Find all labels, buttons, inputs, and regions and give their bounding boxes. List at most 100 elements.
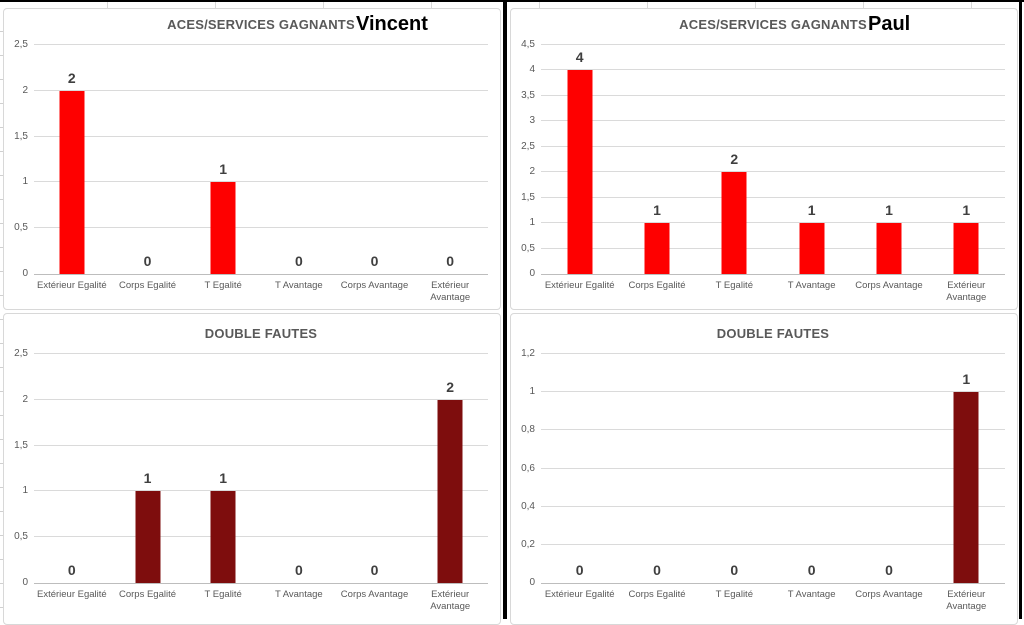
chart-title-text: DOUBLE FAUTES bbox=[716, 326, 830, 341]
bar bbox=[953, 223, 979, 274]
x-axis-category-label: T Egalité bbox=[185, 589, 261, 613]
bar bbox=[644, 223, 670, 274]
x-axis-category-text: T Egalité bbox=[715, 589, 753, 600]
x-axis-category-label: T Egalité bbox=[696, 280, 773, 304]
bar-slot: 0 bbox=[337, 354, 413, 583]
y-axis-tick-label: 2,5 bbox=[14, 39, 28, 50]
bar bbox=[135, 491, 160, 583]
x-axis-category-label: Extérieur Egalité bbox=[34, 589, 110, 613]
y-axis-tick-label: 1 bbox=[529, 217, 535, 229]
bar bbox=[210, 182, 236, 274]
bar-value-label: 0 bbox=[143, 253, 152, 269]
x-axis-category-label: T Avantage bbox=[773, 280, 850, 304]
gridline bbox=[541, 222, 1005, 224]
x-axis-category-text: Corps Egalité bbox=[118, 589, 177, 600]
y-axis-tick-label: 2 bbox=[22, 393, 28, 405]
x-axis-category-label: T Avantage bbox=[261, 280, 337, 304]
y-axis-tick-label: 0 bbox=[22, 577, 28, 588]
bar-value-label: 0 bbox=[730, 562, 739, 578]
gridline bbox=[541, 391, 1005, 393]
bar-slot: 1 bbox=[773, 45, 850, 274]
x-axis-category-text: Extérieur Egalité bbox=[36, 589, 107, 600]
gridline bbox=[541, 467, 1005, 469]
bar-slot: 0 bbox=[412, 45, 488, 274]
bar-value-label: 2 bbox=[730, 151, 739, 168]
y-axis-tick-label: 0,6 bbox=[521, 462, 535, 474]
y-axis-tick-label: 1,5 bbox=[14, 130, 28, 142]
bar-value-label: 0 bbox=[653, 562, 661, 578]
x-axis-category-text: T Egalité bbox=[715, 280, 753, 291]
bar-value-label: 2 bbox=[67, 69, 76, 86]
y-axis-tick-label: 3,5 bbox=[521, 89, 535, 101]
plot-area: 0 0,5 1 1,5 2 2,5 2 0 1 0 0 0 Extérieur Egalité Corps… bbox=[14, 40, 488, 303]
gridline bbox=[541, 171, 1005, 173]
window-frame-top bbox=[0, 0, 1024, 2]
chart-title-text: DOUBLE FAUTES bbox=[204, 326, 318, 341]
gridline bbox=[541, 247, 1005, 249]
bar-slot: 0 bbox=[850, 354, 927, 583]
bar-value-label: 0 bbox=[294, 253, 303, 269]
x-axis-category-label: T Avantage bbox=[773, 589, 850, 613]
bar-slot: 0 bbox=[261, 45, 337, 274]
bar bbox=[721, 172, 747, 274]
bar-slot: 0 bbox=[541, 354, 618, 583]
y-axis-tick-label: 1,5 bbox=[521, 191, 535, 203]
y-axis-tick-label: 0 bbox=[529, 577, 535, 588]
bar-slot: 2 bbox=[34, 45, 110, 274]
y-axis-tick-label: 1,5 bbox=[14, 439, 28, 451]
gridline bbox=[34, 398, 488, 400]
y-axis-tick-label: 2,5 bbox=[14, 348, 28, 359]
gridline bbox=[34, 89, 488, 91]
bar-value-label: 1 bbox=[962, 202, 971, 219]
gridline bbox=[34, 135, 488, 137]
x-axis-category-text: Extérieur Egalité bbox=[36, 280, 107, 291]
sheet-row-gridlines bbox=[0, 8, 3, 619]
bar-slot: 1 bbox=[110, 354, 186, 583]
x-axis-category-label: Extérieur Avantage bbox=[412, 589, 488, 613]
bars-row: 0 1 1 0 0 2 bbox=[34, 354, 488, 583]
bar-value-label: 0 bbox=[807, 562, 816, 578]
x-axis-category-label: Corps Egalité bbox=[110, 589, 186, 613]
y-axis-tick-label: 0,4 bbox=[521, 500, 535, 512]
chart-title-text: ACES/SERVICES GAGNANTS bbox=[167, 17, 355, 32]
x-axis-category-label: Extérieur Egalité bbox=[541, 589, 618, 613]
bar-value-label: 0 bbox=[67, 562, 76, 578]
x-axis-category-label: T Egalité bbox=[696, 589, 773, 613]
chart-title: DOUBLE FAUTES bbox=[34, 326, 488, 352]
x-axis-category-label: Corps Avantage bbox=[850, 589, 927, 613]
x-axis-category-text: Corps Egalité bbox=[628, 280, 686, 291]
gridline bbox=[541, 120, 1005, 122]
window-frame-right bbox=[1019, 0, 1022, 619]
gridline bbox=[34, 490, 488, 492]
gridline bbox=[34, 536, 488, 538]
bar bbox=[567, 70, 593, 274]
y-axis-tick-label: 1 bbox=[22, 176, 28, 188]
y-axis-tick-label: 1 bbox=[22, 485, 28, 497]
bar-slot: 0 bbox=[261, 354, 337, 583]
bar-slot: 0 bbox=[110, 45, 186, 274]
bars-row: 4 1 2 1 1 1 bbox=[541, 45, 1005, 274]
bar-value-label: 1 bbox=[219, 470, 228, 487]
x-axis-category-label: Extérieur Avantage bbox=[928, 589, 1005, 613]
y-axis-tick-label: 0 bbox=[529, 268, 535, 279]
gridline bbox=[541, 429, 1005, 431]
bar-value-label: 0 bbox=[370, 253, 379, 269]
x-axis-category-text: Corps Avantage bbox=[855, 280, 923, 291]
x-axis-category-text: Corps Egalité bbox=[118, 280, 177, 291]
y-axis-tick-label: 0,8 bbox=[521, 424, 535, 436]
bar-slot: 1 bbox=[850, 45, 927, 274]
bar-value-label: 1 bbox=[807, 202, 816, 219]
bar-value-label: 1 bbox=[885, 202, 893, 219]
x-axis-category-text: Corps Avantage bbox=[340, 589, 409, 600]
chart-title-player-name: Paul bbox=[868, 13, 911, 35]
bar-slot: 0 bbox=[773, 354, 850, 583]
y-axis-tick-label: 3 bbox=[529, 115, 535, 127]
y-axis-tick-label: 2,5 bbox=[521, 140, 535, 152]
x-axis-category-label: Corps Avantage bbox=[337, 280, 413, 304]
y-axis-tick-label: 1,2 bbox=[521, 348, 535, 359]
x-axis-category-label: Corps Avantage bbox=[337, 589, 413, 613]
bar-value-label: 2 bbox=[446, 378, 455, 395]
bar-slot: 0 bbox=[337, 45, 413, 274]
y-axis-tick-label: 0,5 bbox=[14, 531, 28, 543]
